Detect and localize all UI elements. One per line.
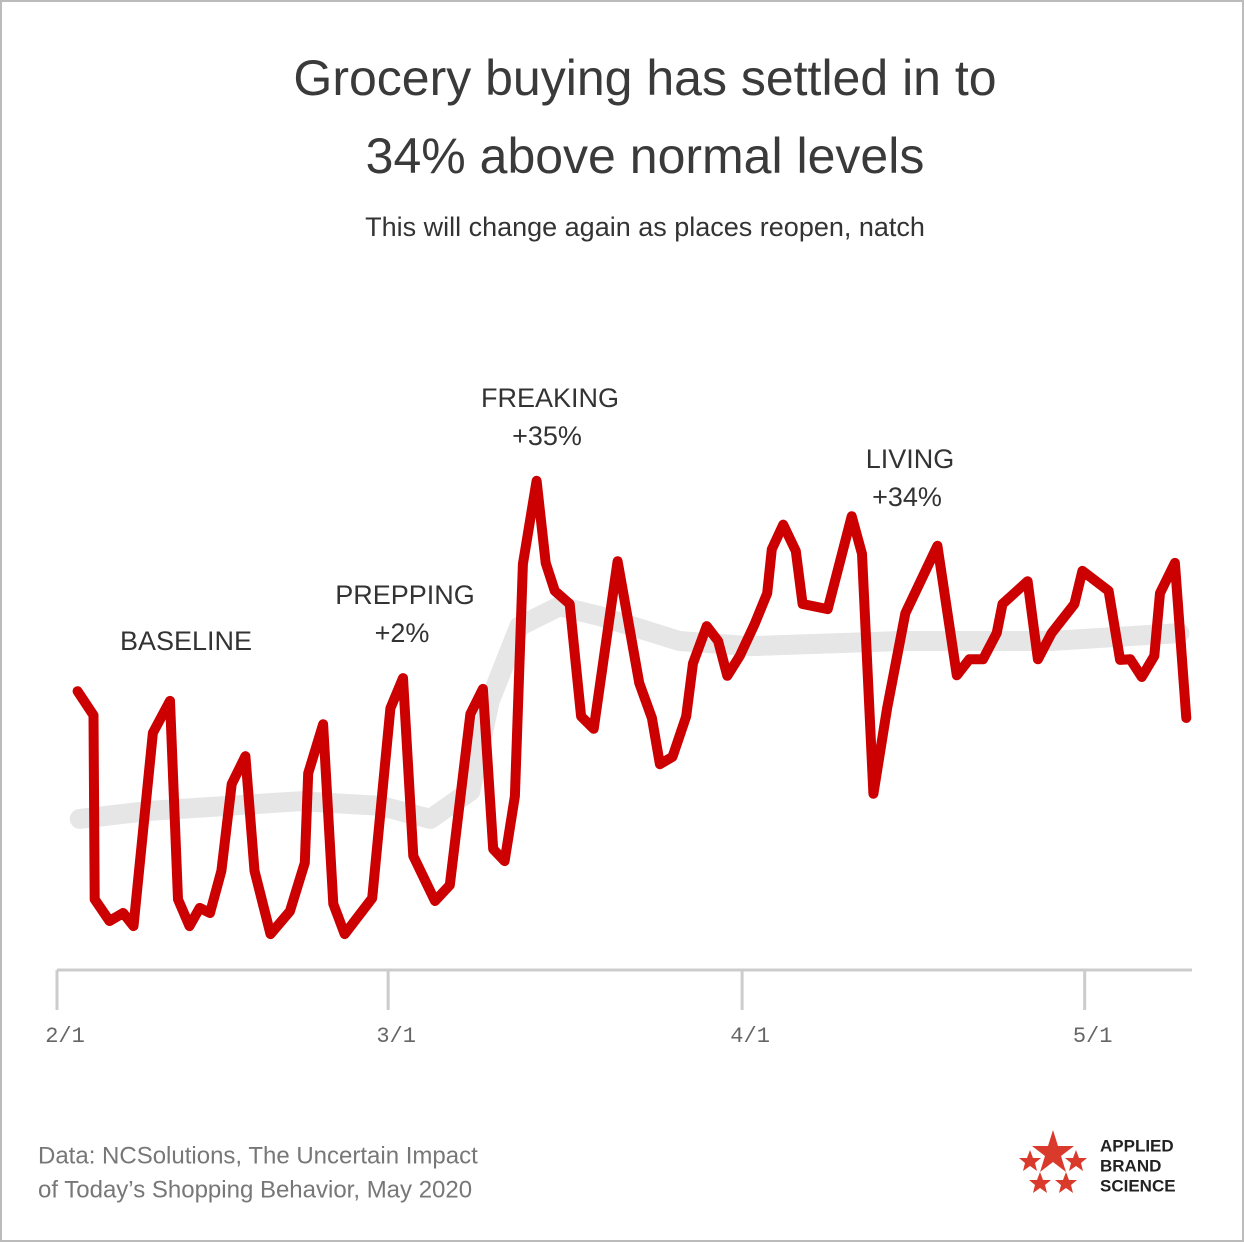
annotation: PREPPING bbox=[335, 580, 475, 610]
annotation: LIVING bbox=[866, 444, 955, 474]
x-tick-label: 5/1 bbox=[1073, 1024, 1113, 1049]
x-tick-label: 3/1 bbox=[376, 1024, 416, 1049]
data-line bbox=[72, 475, 1192, 940]
chart-title: Grocery buying has settled in to bbox=[293, 50, 996, 106]
source: of Today’s Shopping Behavior, May 2020 bbox=[38, 1176, 472, 1203]
logo-star bbox=[1019, 1130, 1087, 1193]
annotation: +35% bbox=[512, 421, 582, 451]
annotation: +2% bbox=[375, 618, 430, 648]
annotation: +34% bbox=[872, 482, 942, 512]
x-tick-label: 4/1 bbox=[730, 1024, 770, 1049]
chart-subtitle: This will change again as places reopen,… bbox=[365, 212, 925, 242]
source: Data: NCSolutions, The Uncertain Impact bbox=[38, 1142, 478, 1169]
chart-title: 34% above normal levels bbox=[366, 128, 925, 184]
annotation: BASELINE bbox=[120, 626, 252, 656]
annotation: FREAKING bbox=[481, 383, 619, 413]
x-tick-label: 2/1 bbox=[45, 1024, 85, 1049]
logo-text: SCIENCE bbox=[1100, 1176, 1176, 1195]
logo-text: APPLIED bbox=[1100, 1136, 1174, 1155]
logo-text: BRAND bbox=[1100, 1156, 1161, 1175]
